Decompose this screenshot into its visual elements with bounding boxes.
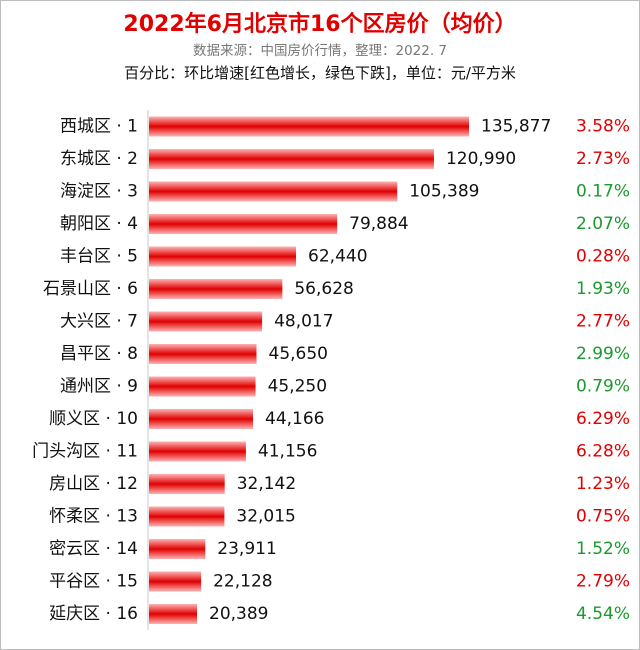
value-label: 56,628 bbox=[294, 279, 353, 299]
value-label: 48,017 bbox=[274, 312, 333, 332]
change-label: 0.17% bbox=[576, 182, 630, 202]
value-label: 32,142 bbox=[237, 474, 296, 494]
change-label: 2.79% bbox=[576, 572, 630, 592]
value-label: 105,389 bbox=[409, 182, 479, 202]
value-label: 45,650 bbox=[269, 344, 328, 364]
change-label: 1.52% bbox=[576, 539, 630, 559]
bar bbox=[149, 571, 202, 592]
change-label: 4.54% bbox=[576, 604, 630, 624]
chart-note: 百分比：环比增速[红色增长，绿色下跌]，单位：元/平方米 bbox=[124, 64, 516, 82]
change-label: 6.29% bbox=[576, 409, 630, 429]
change-label: 2.99% bbox=[576, 344, 630, 364]
bar bbox=[149, 409, 254, 429]
bar bbox=[149, 214, 338, 234]
category-label: 顺义区 · 10 bbox=[49, 409, 138, 429]
bar bbox=[149, 344, 257, 364]
value-label: 79,884 bbox=[349, 214, 408, 234]
category-label: 延庆区 · 16 bbox=[49, 604, 138, 624]
category-label: 朝阳区 · 4 bbox=[60, 214, 138, 234]
bar bbox=[149, 246, 297, 267]
change-label: 2.07% bbox=[576, 214, 630, 234]
bar bbox=[149, 474, 225, 494]
change-label: 1.93% bbox=[576, 279, 630, 299]
value-label: 44,166 bbox=[265, 409, 324, 429]
bar bbox=[149, 116, 469, 137]
change-label: 6.28% bbox=[576, 442, 630, 462]
bar bbox=[149, 311, 263, 332]
value-label: 62,440 bbox=[308, 247, 367, 267]
category-label: 石景山区 · 6 bbox=[43, 279, 138, 299]
category-label: 东城区 · 2 bbox=[60, 149, 138, 169]
value-label: 120,990 bbox=[446, 149, 516, 169]
category-label: 昌平区 · 8 bbox=[60, 344, 138, 364]
category-label: 通州区 · 9 bbox=[60, 377, 138, 397]
change-label: 0.28% bbox=[576, 247, 630, 267]
value-label: 45,250 bbox=[268, 377, 327, 397]
value-label: 32,015 bbox=[236, 507, 295, 527]
value-label: 22,128 bbox=[213, 572, 272, 592]
value-label: 20,389 bbox=[209, 604, 268, 624]
chart-title: 2022年6月北京市16个区房价（均价） bbox=[123, 12, 517, 37]
category-label: 西城区 · 1 bbox=[60, 117, 138, 137]
bar bbox=[149, 441, 246, 462]
value-label: 23,911 bbox=[217, 539, 276, 559]
change-label: 0.75% bbox=[576, 507, 630, 527]
bar bbox=[149, 149, 434, 169]
change-label: 3.58% bbox=[576, 117, 630, 137]
category-label: 密云区 · 14 bbox=[49, 539, 138, 559]
bar bbox=[149, 604, 198, 624]
change-label: 0.79% bbox=[576, 377, 630, 397]
category-label: 大兴区 · 7 bbox=[60, 312, 138, 332]
bar bbox=[149, 539, 206, 559]
category-label: 房山区 · 12 bbox=[49, 474, 138, 494]
category-label: 门头沟区 · 11 bbox=[32, 442, 138, 462]
bar bbox=[149, 376, 256, 397]
category-label: 怀柔区 · 13 bbox=[49, 507, 138, 527]
chart-source: 数据来源：中国房价行情，整理：2022. 7 bbox=[192, 43, 448, 59]
category-label: 丰台区 · 5 bbox=[60, 247, 138, 267]
category-label: 平谷区 · 15 bbox=[49, 572, 138, 592]
value-label: 135,877 bbox=[481, 117, 551, 137]
change-label: 2.73% bbox=[576, 149, 630, 169]
value-label: 41,156 bbox=[258, 442, 317, 462]
bar bbox=[149, 506, 225, 527]
change-label: 2.77% bbox=[576, 312, 630, 332]
bar bbox=[149, 181, 398, 202]
bar bbox=[149, 279, 283, 299]
category-label: 海淀区 · 3 bbox=[60, 182, 138, 202]
change-label: 1.23% bbox=[576, 474, 630, 494]
